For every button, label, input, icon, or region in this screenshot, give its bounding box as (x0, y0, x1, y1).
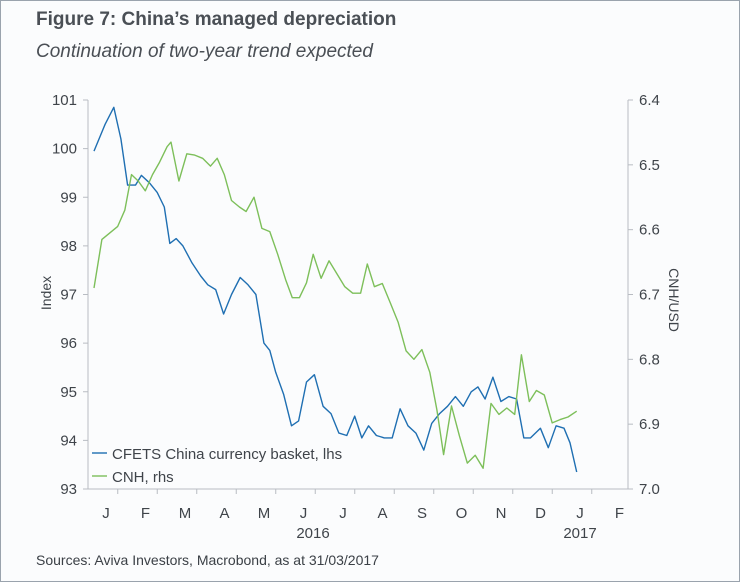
series-line-cfets (93, 106, 578, 473)
legend-label-cnh: CNH, rhs (112, 469, 174, 486)
x-month-label: J (576, 505, 584, 522)
left-y-tick-label: 94 (60, 432, 77, 449)
x-month-label: F (615, 505, 624, 522)
left-y-axis-label: Index (38, 276, 54, 310)
right-y-tick-label: 6.5 (639, 157, 660, 174)
x-month-label: N (496, 505, 507, 522)
right-y-tick-label: 6.4 (639, 92, 660, 109)
figure-title: Figure 7: China’s managed depreciation (36, 9, 397, 30)
left-y-tick-label: 97 (60, 287, 77, 304)
x-month-label: J (339, 505, 347, 522)
left-y-tick-label: 93 (60, 481, 77, 498)
x-month-label: S (417, 505, 427, 522)
x-year-label: 2016 (296, 525, 329, 542)
series-layer (93, 106, 578, 473)
left-y-tick-label: 100 (52, 141, 77, 158)
left-y-tick-label: 98 (60, 238, 77, 255)
x-month-label: A (219, 505, 229, 522)
left-y-tick-label: 95 (60, 384, 77, 401)
x-month-label: D (535, 505, 546, 522)
x-month-label: F (141, 505, 150, 522)
x-month-label: M (179, 505, 192, 522)
x-year-label: 2017 (563, 525, 596, 542)
right-y-axis-label: CNH/USD (666, 268, 682, 332)
right-y-tick-label: 6.7 (639, 287, 660, 304)
source-note: Sources: Aviva Investors, Macrobond, as … (36, 552, 379, 568)
chart-legend: CFETS China currency basket, lhs CNH, rh… (92, 446, 342, 486)
left-y-tick-label: 96 (60, 335, 77, 352)
series-line-cnh (93, 141, 578, 469)
right-y-tick-label: 6.9 (639, 416, 660, 433)
right-y-tick-label: 6.8 (639, 351, 660, 368)
x-axis-ticks: J F M A M J J A S O N D J F 2016 2017 (102, 489, 624, 542)
left-y-ticks: 93 94 95 96 97 98 99 100 101 (52, 92, 88, 498)
right-y-ticks: 6.4 6.5 6.6 6.7 6.8 6.9 7.0 (628, 92, 660, 498)
figure-subtitle: Continuation of two-year trend expected (36, 41, 373, 62)
x-month-label: J (102, 505, 110, 522)
right-y-tick-label: 6.6 (639, 222, 660, 239)
x-month-label: M (258, 505, 271, 522)
x-month-label: O (456, 505, 468, 522)
right-y-tick-label: 7.0 (639, 481, 660, 498)
left-y-tick-label: 99 (60, 189, 77, 206)
legend-label-cfets: CFETS China currency basket, lhs (112, 446, 342, 463)
x-month-label: J (300, 505, 308, 522)
chart-axes (87, 100, 629, 490)
x-month-label: A (377, 505, 387, 522)
left-y-tick-label: 101 (52, 92, 77, 109)
